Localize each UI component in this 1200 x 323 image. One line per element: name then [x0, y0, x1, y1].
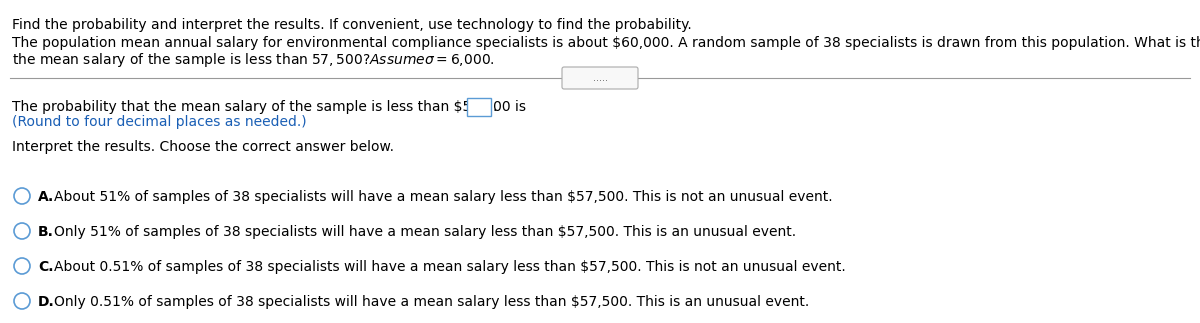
Text: About 0.51% of samples of 38 specialists will have a mean salary less than $57,5: About 0.51% of samples of 38 specialists… — [54, 260, 846, 274]
Text: C.: C. — [38, 260, 54, 274]
Text: B.: B. — [38, 225, 54, 239]
Text: A.: A. — [38, 190, 54, 204]
Text: Only 0.51% of samples of 38 specialists will have a mean salary less than $57,50: Only 0.51% of samples of 38 specialists … — [54, 295, 809, 309]
Text: The probability that the mean salary of the sample is less than $57,500 is: The probability that the mean salary of … — [12, 100, 526, 114]
Text: The population mean annual salary for environmental compliance specialists is ab: The population mean annual salary for en… — [12, 36, 1200, 50]
Text: Only 51% of samples of 38 specialists will have a mean salary less than $57,500.: Only 51% of samples of 38 specialists wi… — [54, 225, 796, 239]
Text: Interpret the results. Choose the correct answer below.: Interpret the results. Choose the correc… — [12, 140, 394, 154]
Text: D.: D. — [38, 295, 55, 309]
FancyBboxPatch shape — [467, 98, 491, 116]
Text: .....: ..... — [593, 73, 607, 83]
FancyBboxPatch shape — [562, 67, 638, 89]
Text: (Round to four decimal places as needed.): (Round to four decimal places as needed.… — [12, 115, 307, 129]
Text: Find the probability and interpret the results. If convenient, use technology to: Find the probability and interpret the r… — [12, 18, 691, 32]
Text: .: . — [493, 100, 497, 114]
Text: About 51% of samples of 38 specialists will have a mean salary less than $57,500: About 51% of samples of 38 specialists w… — [54, 190, 833, 204]
Text: the mean salary of the sample is less than $57,500? Assume σ = $6,000.: the mean salary of the sample is less th… — [12, 51, 494, 69]
